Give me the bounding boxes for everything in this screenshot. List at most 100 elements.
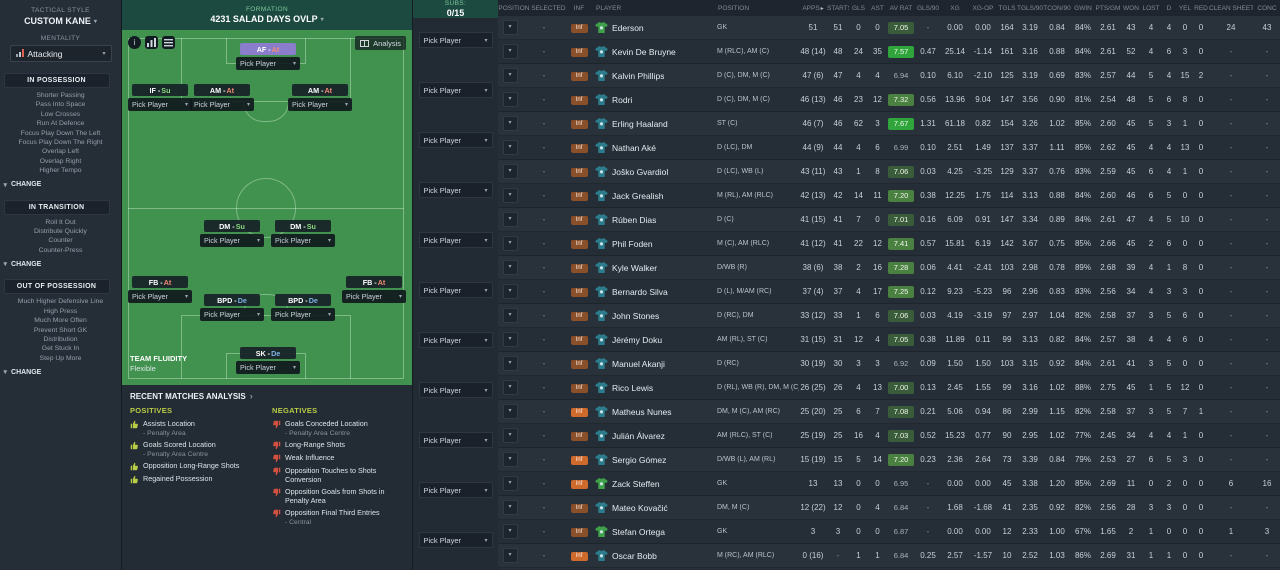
position-selected-cell[interactable]: -: [542, 95, 546, 104]
inf-badge[interactable]: Inf: [570, 312, 588, 321]
player-cell[interactable]: Jack Grealish: [592, 190, 714, 201]
chevron-down-icon[interactable]: ▾: [502, 356, 518, 371]
col-header-starts[interactable]: STARTS: [827, 4, 849, 12]
col-header-apps[interactable]: APPS▸: [802, 4, 824, 12]
inf-badge[interactable]: Inf: [570, 120, 588, 129]
player-cell[interactable]: Rodri: [592, 94, 714, 105]
chevron-down-icon[interactable]: ▾: [502, 212, 518, 227]
pick-player-dropdown[interactable]: Pick Player ▾: [190, 98, 254, 111]
position-selected-cell[interactable]: -: [542, 191, 546, 200]
pick-player-dropdown[interactable]: Pick Player ▾: [128, 290, 192, 303]
sub-pick-player-dropdown[interactable]: Pick Player ▾: [418, 432, 493, 448]
table-row[interactable]: ▾ - Inf Stefan Ortega GK 3 3 0 0 6.87-0.00 0.00 12 2…: [498, 520, 1280, 544]
position-bpd-chip[interactable]: BPD - De: [204, 294, 260, 306]
position-fb-chip[interactable]: FB - At: [132, 276, 188, 288]
table-row[interactable]: ▾ - Inf John Stones D (RC), DM 33 (12) 33 1 6 7.0…: [498, 304, 1280, 328]
chevron-down-icon[interactable]: ▾: [502, 284, 518, 299]
table-row[interactable]: ▾ - Inf Kevin De Bruyne M (RLC), AM (C) 48 (1…: [498, 40, 1280, 64]
inf-badge[interactable]: Inf: [570, 504, 588, 513]
inf-badge[interactable]: Inf: [570, 552, 588, 561]
position-selected-cell[interactable]: -: [542, 383, 546, 392]
col-header-red[interactable]: RED: [1194, 4, 1208, 12]
inf-badge[interactable]: Inf: [570, 240, 588, 249]
col-header-xg[interactable]: XG: [950, 4, 960, 12]
player-cell[interactable]: Rico Lewis: [592, 382, 714, 393]
chevron-down-icon[interactable]: ▾: [502, 452, 518, 467]
pick-player-dropdown[interactable]: Pick Player ▾: [200, 234, 264, 247]
change-button[interactable]: ▾ CHANGE: [3, 181, 42, 189]
inf-badge[interactable]: Inf: [570, 336, 588, 345]
table-row[interactable]: ▾ - Inf Rúben Dias D (C) 41 (15) 41 7 0 7.01 0.16 6…: [498, 208, 1280, 232]
table-row[interactable]: ▾ - Inf Zack Steffen GK 13 13 0 0 6.95 - 0.00 0.00 45…: [498, 472, 1280, 496]
col-header-inf[interactable]: INF: [573, 4, 585, 12]
table-row[interactable]: ▾ - Inf Nathan Aké D (LC), DM 44 (9) 44 4 6 6.99 0…: [498, 136, 1280, 160]
col-header-gwin[interactable]: GWIN: [1074, 4, 1092, 12]
sub-pick-player-dropdown[interactable]: Pick Player ▾: [418, 32, 493, 48]
chevron-down-icon[interactable]: ▾: [502, 236, 518, 251]
table-row[interactable]: ▾ - Inf Bernardo Silva D (L), M/AM (RC) 37 (4…: [498, 280, 1280, 304]
table-row[interactable]: ▾ - Inf Rodri D (C), DM, M (C) 46 (13) 46 23 12 7…: [498, 88, 1280, 112]
inf-badge[interactable]: Inf: [570, 288, 588, 297]
chevron-down-icon[interactable]: ▾: [502, 140, 518, 155]
table-row[interactable]: ▾ - Inf Erling Haaland ST (C) 46 (7) 46 62 3 7.67…: [498, 112, 1280, 136]
table-row[interactable]: ▾ - Inf Kyle Walker D/WB (R) 38 (6) 38 2 16 7.28 0…: [498, 256, 1280, 280]
position-am-chip[interactable]: AM - At: [194, 84, 250, 96]
pick-player-dropdown[interactable]: Pick Player ▾: [236, 57, 300, 70]
sub-pick-player-dropdown[interactable]: Pick Player ▾: [418, 132, 493, 148]
player-cell[interactable]: Ederson: [592, 22, 714, 33]
position-selected-cell[interactable]: -: [542, 119, 546, 128]
inf-badge[interactable]: Inf: [570, 408, 588, 417]
change-button[interactable]: ▾ CHANGE: [3, 260, 42, 269]
col-header-ast[interactable]: AST: [871, 4, 884, 12]
player-cell[interactable]: Kyle Walker: [592, 262, 714, 273]
chevron-down-icon[interactable]: ▾: [502, 188, 518, 203]
chevron-down-icon[interactable]: ▾: [502, 68, 518, 83]
position-if-chip[interactable]: IF - Su: [132, 84, 188, 96]
position-dm-chip[interactable]: DM - Su: [275, 220, 331, 232]
col-header-player[interactable]: PLAYER: [596, 4, 622, 12]
position-selected-cell[interactable]: -: [542, 263, 546, 272]
table-row[interactable]: ▾ - Inf Sergio Gómez D/WB (L), AM (RL) 15 (19…: [498, 448, 1280, 472]
formation-dropdown[interactable]: 4231 SALAD DAYS OVLP ▾: [210, 14, 323, 24]
player-cell[interactable]: Manuel Akanji: [592, 358, 714, 369]
player-cell[interactable]: Julián Álvarez: [592, 430, 714, 441]
table-row[interactable]: ▾ - Inf Jérémy Doku AM (RL), ST (C) 31 (15) 31…: [498, 328, 1280, 352]
chevron-down-icon[interactable]: ▾: [502, 116, 518, 131]
inf-badge[interactable]: Inf: [570, 528, 588, 537]
chevron-down-icon[interactable]: ▾: [502, 20, 518, 35]
col-header-d[interactable]: D: [1166, 4, 1172, 12]
bar-chart-icon[interactable]: [145, 36, 158, 49]
chevron-down-icon[interactable]: ▾: [502, 524, 518, 539]
recent-matches-analysis-header[interactable]: RECENT MATCHES ANALYSIS ›: [130, 389, 404, 405]
position-selected-cell[interactable]: -: [542, 407, 546, 416]
inf-badge[interactable]: Inf: [570, 360, 588, 369]
chevron-down-icon[interactable]: ▾: [502, 260, 518, 275]
position-selected-cell[interactable]: -: [542, 431, 546, 440]
sub-pick-player-dropdown[interactable]: Pick Player ▾: [418, 382, 493, 398]
pick-player-dropdown[interactable]: Pick Player ▾: [128, 98, 192, 111]
inf-badge[interactable]: Inf: [570, 432, 588, 441]
col-header-pts-gm[interactable]: PTS/GM: [1095, 4, 1121, 12]
pick-player-dropdown[interactable]: Pick Player ▾: [271, 234, 335, 247]
position-selected-cell[interactable]: -: [542, 335, 546, 344]
position-selected-cell[interactable]: -: [542, 143, 546, 152]
position-selected-cell[interactable]: -: [542, 503, 546, 512]
table-row[interactable]: ▾ - Inf Jack Grealish M (RL), AM (RLC) 42 (13…: [498, 184, 1280, 208]
position-fb-chip[interactable]: FB - At: [346, 276, 402, 288]
chevron-down-icon[interactable]: ▾: [502, 404, 518, 419]
player-cell[interactable]: Matheus Nunes: [592, 406, 714, 417]
position-selected-cell[interactable]: -: [542, 551, 546, 560]
col-header-clean-sheets[interactable]: CLEAN SHEETS: [1209, 4, 1253, 12]
mentality-dropdown[interactable]: Attacking ▾: [9, 45, 112, 62]
position-sk-chip[interactable]: SK - De: [240, 347, 296, 359]
inf-badge[interactable]: Inf: [570, 384, 588, 393]
sub-pick-player-dropdown[interactable]: Pick Player ▾: [418, 332, 493, 348]
player-cell[interactable]: Kevin De Bruyne: [592, 46, 714, 57]
player-cell[interactable]: Joško Gvardiol: [592, 166, 714, 177]
position-selected-cell[interactable]: -: [542, 359, 546, 368]
table-row[interactable]: ▾ - Inf Oscar Bobb M (RC), AM (RLC) 0 (16) - 1 1…: [498, 544, 1280, 568]
position-selected-cell[interactable]: -: [542, 47, 546, 56]
tactical-style-dropdown[interactable]: CUSTOM KANE ▾: [24, 16, 97, 26]
table-row[interactable]: ▾ - Inf Phil Foden M (C), AM (RLC) 41 (12) 41 2…: [498, 232, 1280, 256]
sub-pick-player-dropdown[interactable]: Pick Player ▾: [418, 82, 493, 98]
